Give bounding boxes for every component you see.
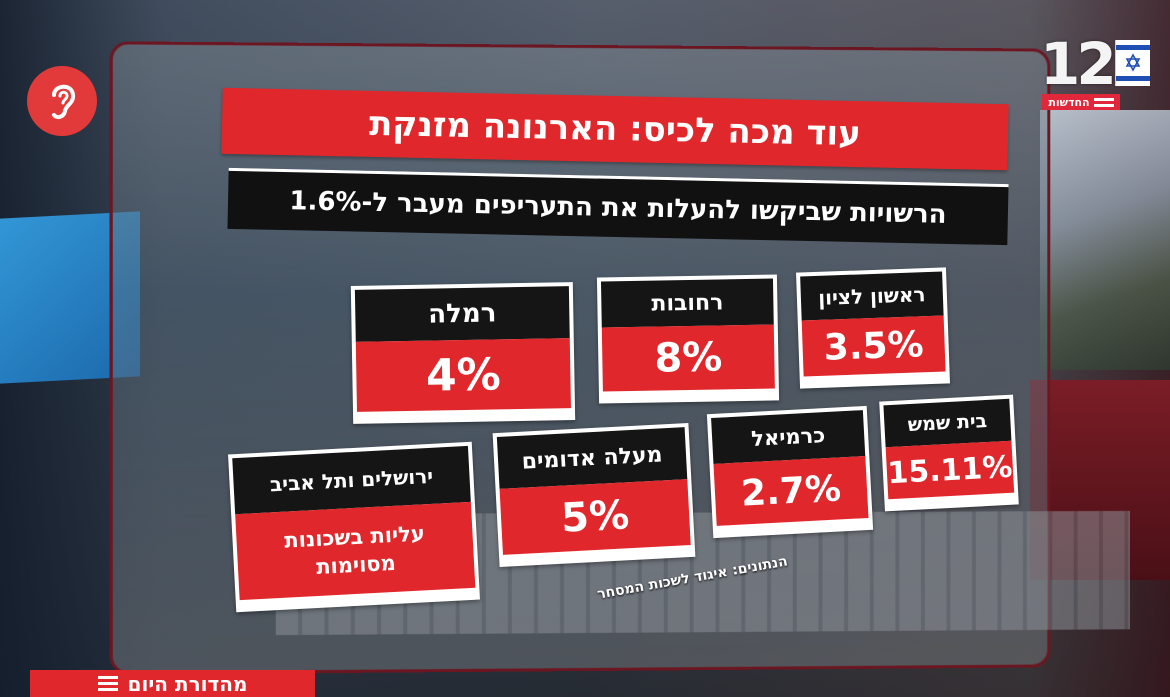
card-city: בית שמש (883, 398, 1012, 448)
card-rishon-lezion: ראשון לציון 3.5% (796, 267, 950, 389)
ear-icon (27, 66, 97, 136)
card-value: 15.11% (885, 440, 1015, 500)
card-jerusalem-tel-aviv: ירושלים ותל אביב עליות בשכונות מסוימות (228, 441, 480, 613)
card-value: 4% (355, 338, 571, 412)
channel-label-text: החדשות (1048, 95, 1090, 109)
card-karmiel: כרמיאל 2.7% (706, 405, 874, 539)
card-value: 2.7% (713, 456, 869, 526)
card-city: רמלה (354, 286, 570, 342)
channel-label: החדשות (1042, 94, 1120, 110)
card-value: 5% (499, 479, 691, 555)
channel-logo: 12 החדשות (1030, 30, 1150, 116)
card-value: 8% (601, 324, 775, 392)
hamburger-icon (97, 676, 118, 691)
card-value: 3.5% (801, 315, 946, 377)
bottom-program-bar: מהדורת היום (30, 670, 315, 697)
card-city: רחובות (600, 278, 774, 328)
card-beit-shemesh: בית שמש 15.11% (879, 394, 1019, 512)
card-note: עליות בשכונות מסוימות (235, 501, 476, 601)
card-maale-adumim: מעלה אדומים 5% (492, 422, 696, 568)
card-note-line1: עליות בשכונות (283, 520, 426, 553)
card-ramla: רמלה 4% (350, 282, 576, 424)
channel-number: 12 (1040, 30, 1117, 98)
program-title: מהדורת היום (127, 671, 248, 696)
card-note-line2: מסוימות (315, 550, 397, 580)
israel-flag-icon (1115, 40, 1150, 86)
card-rehovot: רחובות 8% (596, 274, 780, 404)
protest-footage (1040, 110, 1170, 370)
card-city: ראשון לציון (800, 271, 944, 321)
card-city: כרמיאל (711, 410, 866, 464)
hamburger-icon (1093, 97, 1114, 107)
